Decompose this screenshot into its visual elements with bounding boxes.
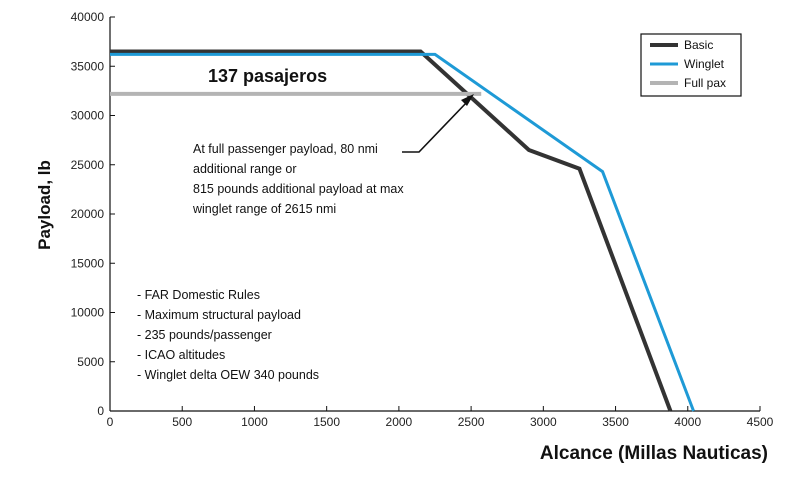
rule-item: - FAR Domestic Rules — [137, 288, 260, 302]
callout-arrow — [402, 100, 469, 153]
series-line-winglet — [110, 52, 695, 412]
y-tick-label: 40000 — [71, 10, 105, 24]
callout-line: additional range or — [193, 162, 297, 176]
x-tick-label: 3500 — [602, 415, 629, 429]
legend: Basic Winglet Full pax — [640, 33, 742, 97]
legend-label-winglet: Winglet — [684, 57, 725, 71]
x-tick-label: 2000 — [386, 415, 413, 429]
callout-line: 815 pounds additional payload at max — [193, 182, 404, 196]
x-tick-label: 3000 — [530, 415, 557, 429]
x-axis-title: Alcance (Millas Nauticas) — [540, 443, 768, 464]
callout-line: At full passenger payload, 80 nmi — [193, 142, 378, 156]
y-tick-label: 35000 — [71, 59, 105, 73]
x-tick-label: 4500 — [747, 415, 774, 429]
x-tick-label: 4000 — [674, 415, 701, 429]
y-tick-label: 5000 — [77, 355, 104, 369]
callout-annotation: At full passenger payload, 80 nmi additi… — [192, 94, 474, 216]
x-tick-label: 1000 — [241, 415, 268, 429]
rule-item: - 235 pounds/passenger — [137, 328, 272, 342]
y-tick-label: 20000 — [71, 207, 105, 221]
y-tick-label: 15000 — [71, 256, 105, 270]
rule-item: - ICAO altitudes — [137, 348, 225, 362]
y-axis-title: Payload, lb — [35, 160, 54, 250]
x-tick-label: 1500 — [313, 415, 340, 429]
series-layer — [110, 49, 695, 412]
x-tick-label: 0 — [107, 415, 114, 429]
y-tick-label: 25000 — [71, 158, 105, 172]
callout-arrowhead — [461, 94, 474, 106]
legend-label-basic: Basic — [684, 38, 713, 52]
rule-item: - Winglet delta OEW 340 pounds — [137, 368, 319, 382]
series-line-basic — [110, 49, 673, 412]
y-tick-label: 30000 — [71, 109, 105, 123]
rule-item: - Maximum structural payload — [137, 308, 301, 322]
axes: 0 500 1000 1500 2000 2500 3000 3500 4000 4500 0 500… — [71, 10, 774, 429]
passengers-label: 137 pasajeros — [208, 66, 327, 86]
x-tick-label: 2500 — [458, 415, 485, 429]
callout-line: winglet range of 2615 nmi — [192, 202, 336, 216]
rules-list: - FAR Domestic Rules - Maximum structura… — [137, 288, 319, 382]
y-tick-label: 0 — [97, 404, 104, 418]
legend-label-fullpax: Full pax — [684, 76, 726, 90]
x-tick-label: 500 — [172, 415, 192, 429]
y-tick-label: 10000 — [71, 306, 105, 320]
